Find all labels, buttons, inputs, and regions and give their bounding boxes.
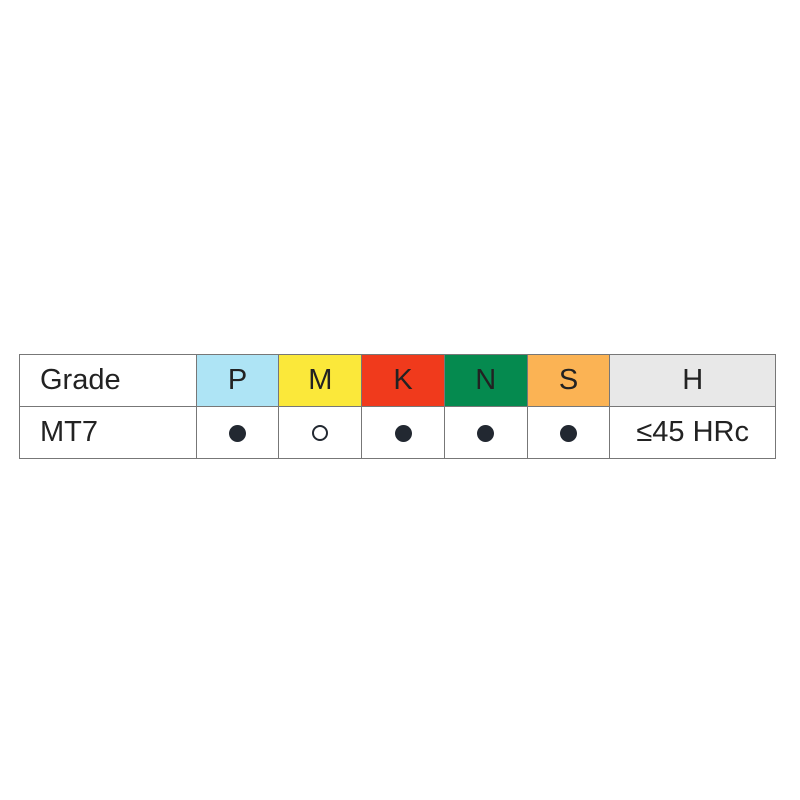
- header-row: Grade P M K N S H: [19, 354, 776, 407]
- suitability-dot-icon: [477, 424, 495, 442]
- material-header-p: P: [195, 354, 280, 407]
- suitability-dot-icon: [394, 424, 412, 442]
- suitability-dot-icon: [560, 424, 578, 442]
- suitability-dot-icon: [312, 425, 329, 442]
- h-header: H: [609, 354, 776, 407]
- h-value: ≤45 HRc: [609, 406, 776, 459]
- grade-header: Grade: [19, 354, 197, 407]
- suitability-cell: [526, 406, 611, 459]
- grade-value: MT7: [19, 406, 197, 459]
- suitability-dot-icon: [229, 424, 247, 442]
- grade-table: Grade P M K N S H MT7 ≤45 HRc: [19, 354, 776, 459]
- suitability-cell: [443, 406, 528, 459]
- material-header-s: S: [526, 354, 611, 407]
- table-row: MT7 ≤45 HRc: [19, 406, 776, 459]
- material-header-m: M: [278, 354, 363, 407]
- suitability-cell: [195, 406, 280, 459]
- material-header-k: K: [361, 354, 445, 407]
- suitability-cell: [361, 406, 445, 459]
- suitability-cell: [278, 406, 363, 459]
- material-header-n: N: [443, 354, 528, 407]
